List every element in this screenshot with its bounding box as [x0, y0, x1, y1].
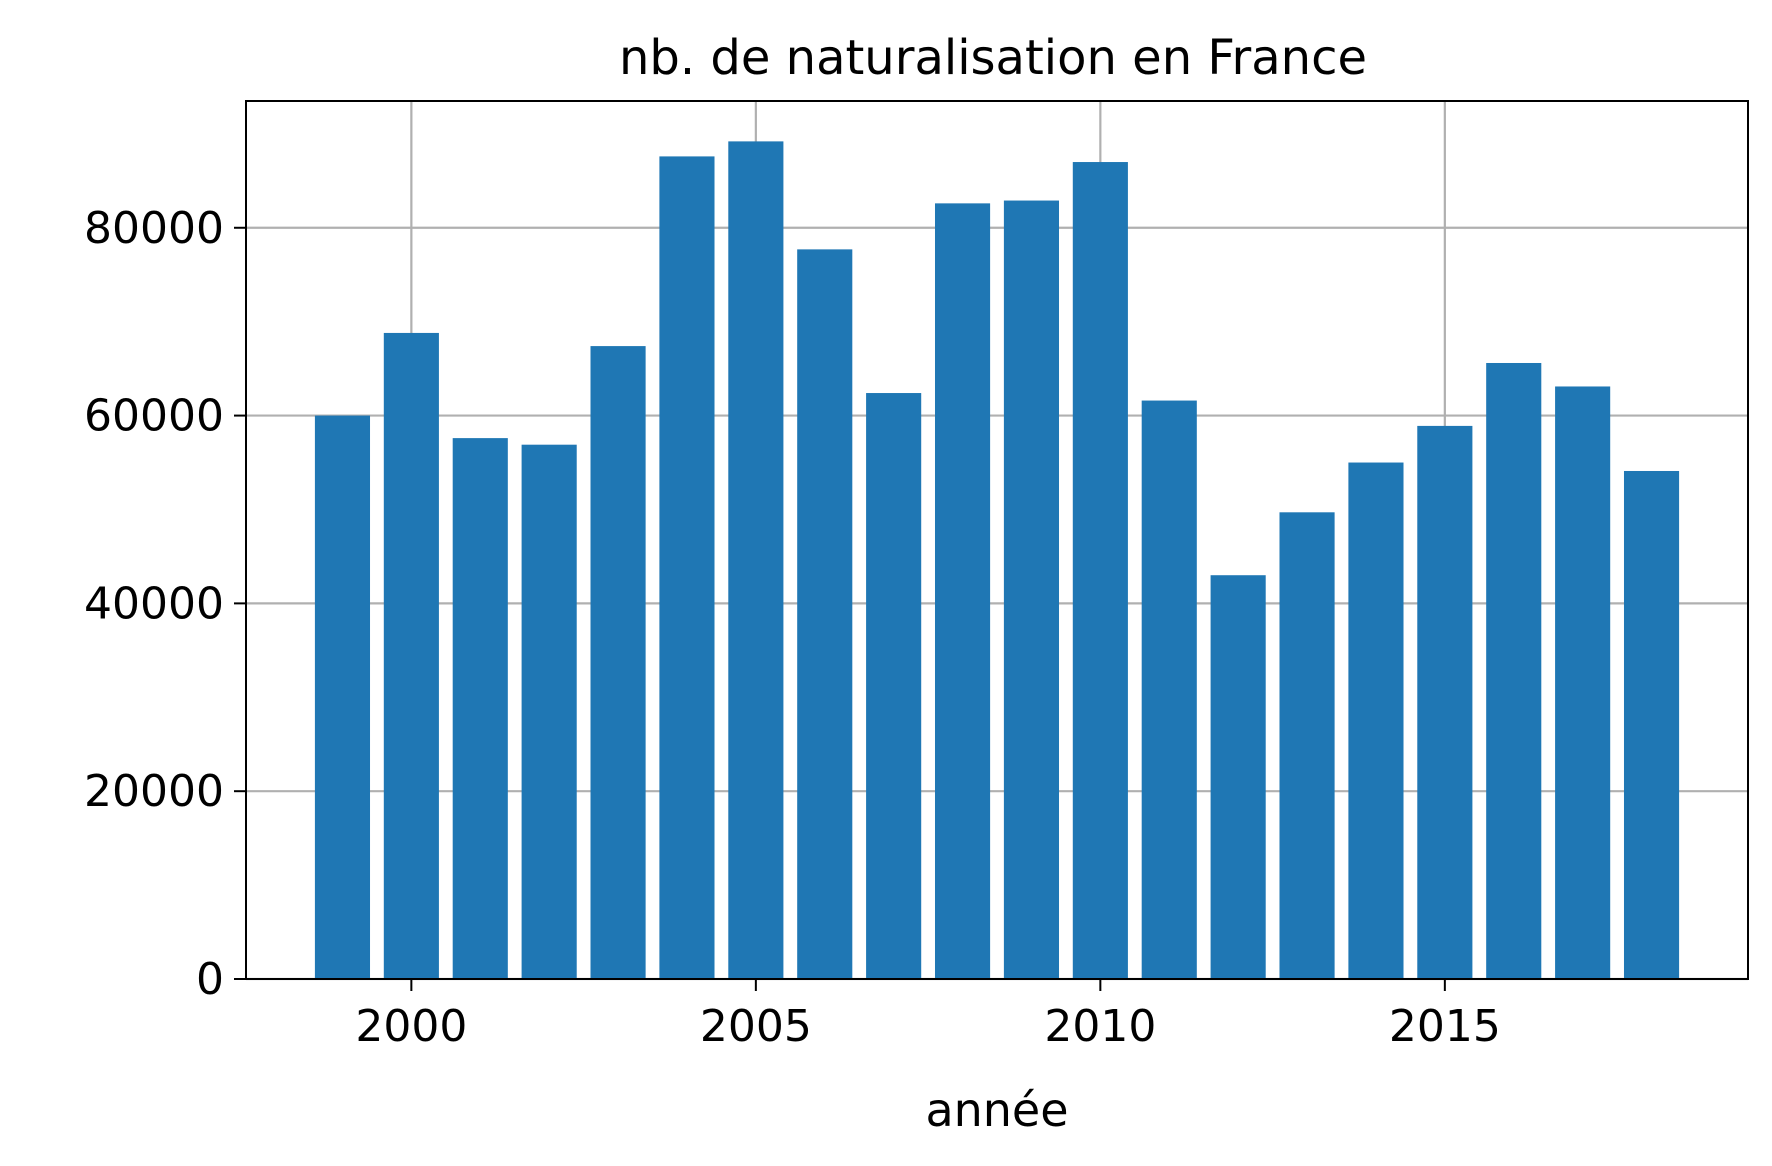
- x-axis-label: année: [925, 1083, 1068, 1137]
- x-tick-label-2000: 2000: [355, 1001, 467, 1052]
- bar-2009: [1003, 200, 1060, 980]
- bar-2001: [452, 438, 508, 979]
- bar-2007: [866, 393, 922, 979]
- bar-2002: [521, 444, 577, 979]
- bar-2006: [797, 249, 853, 979]
- bar-2013: [1279, 512, 1335, 979]
- bar-2004: [659, 156, 715, 979]
- bar-2014: [1348, 462, 1404, 979]
- bar-2016: [1486, 362, 1542, 979]
- x-tick-label-2015: 2015: [1389, 1001, 1501, 1052]
- x-tick-label-2005: 2005: [700, 1001, 812, 1052]
- bar-1999: [314, 415, 371, 980]
- bar-2011: [1141, 400, 1197, 979]
- bar-2010: [1072, 162, 1128, 980]
- bar-2018: [1623, 470, 1680, 979]
- bars: [314, 141, 1680, 980]
- bar-2003: [590, 346, 646, 980]
- bar-2015: [1417, 425, 1473, 979]
- plot-frame: [245, 100, 1749, 980]
- bar-2005: [728, 141, 784, 979]
- chart-title: nb. de naturalisation en France: [619, 30, 1367, 86]
- y-tick-label-80000: 80000: [84, 203, 224, 254]
- y-axis: 0 20000 40000 60000 80000: [84, 203, 246, 1005]
- y-tick-label-60000: 60000: [84, 391, 224, 442]
- y-tick-label-20000: 20000: [84, 766, 224, 817]
- y-tick-label-0: 0: [196, 954, 224, 1005]
- bar-2000: [383, 332, 439, 979]
- bar-2012: [1210, 575, 1266, 979]
- bar-2008: [934, 203, 991, 980]
- x-axis: 2000 2005 2010 2015: [355, 979, 1501, 1052]
- bar-2017: [1555, 386, 1611, 980]
- y-tick-label-40000: 40000: [84, 578, 224, 629]
- x-tick-label-2010: 2010: [1044, 1001, 1156, 1052]
